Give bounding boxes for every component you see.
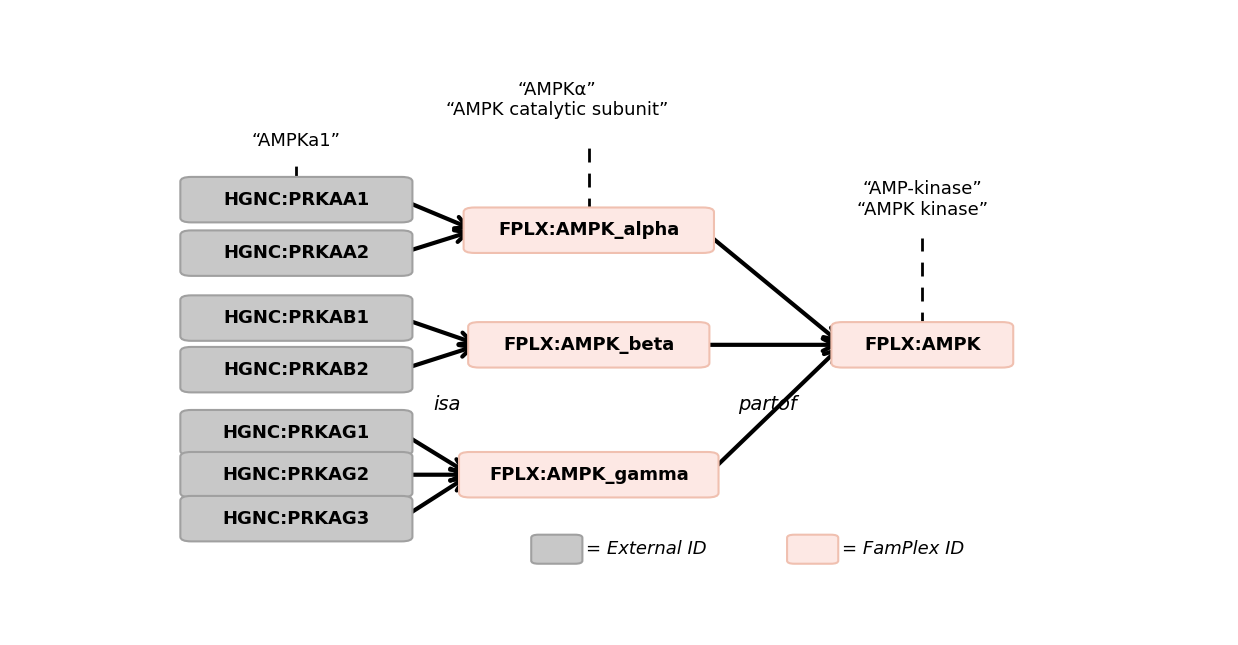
Text: HGNC:PRKAA1: HGNC:PRKAA1 bbox=[223, 191, 369, 208]
FancyBboxPatch shape bbox=[468, 322, 709, 368]
FancyBboxPatch shape bbox=[181, 496, 412, 541]
FancyBboxPatch shape bbox=[181, 230, 412, 276]
FancyBboxPatch shape bbox=[181, 347, 412, 392]
FancyBboxPatch shape bbox=[181, 177, 412, 223]
Text: HGNC:PRKAA2: HGNC:PRKAA2 bbox=[223, 244, 369, 262]
FancyBboxPatch shape bbox=[832, 322, 1013, 368]
Text: = FamPlex ID: = FamPlex ID bbox=[842, 541, 964, 558]
Text: HGNC:PRKAB1: HGNC:PRKAB1 bbox=[223, 309, 369, 327]
Text: FPLX:AMPK_alpha: FPLX:AMPK_alpha bbox=[498, 221, 680, 239]
Text: FPLX:AMPK_gamma: FPLX:AMPK_gamma bbox=[489, 466, 688, 484]
Text: “AMPKα”
“AMPK catalytic subunit”: “AMPKα” “AMPK catalytic subunit” bbox=[446, 81, 669, 119]
FancyBboxPatch shape bbox=[181, 295, 412, 341]
Text: HGNC:PRKAB2: HGNC:PRKAB2 bbox=[223, 361, 369, 379]
Text: isa: isa bbox=[433, 395, 461, 413]
Text: HGNC:PRKAG2: HGNC:PRKAG2 bbox=[223, 466, 370, 484]
FancyBboxPatch shape bbox=[181, 452, 412, 497]
Text: partof: partof bbox=[738, 395, 796, 413]
FancyBboxPatch shape bbox=[459, 452, 718, 497]
FancyBboxPatch shape bbox=[787, 535, 838, 564]
Text: HGNC:PRKAG3: HGNC:PRKAG3 bbox=[223, 510, 370, 528]
Text: FPLX:AMPK_beta: FPLX:AMPK_beta bbox=[503, 336, 675, 354]
Text: “AMP-kinase”
“AMPK kinase”: “AMP-kinase” “AMPK kinase” bbox=[857, 180, 988, 219]
FancyBboxPatch shape bbox=[531, 535, 582, 564]
FancyBboxPatch shape bbox=[463, 208, 714, 253]
Text: FPLX:AMPK: FPLX:AMPK bbox=[864, 336, 980, 354]
Text: = External ID: = External ID bbox=[586, 541, 707, 558]
Text: “AMPKa1”: “AMPKa1” bbox=[251, 132, 340, 150]
FancyBboxPatch shape bbox=[181, 410, 412, 455]
Text: HGNC:PRKAG1: HGNC:PRKAG1 bbox=[223, 424, 370, 442]
